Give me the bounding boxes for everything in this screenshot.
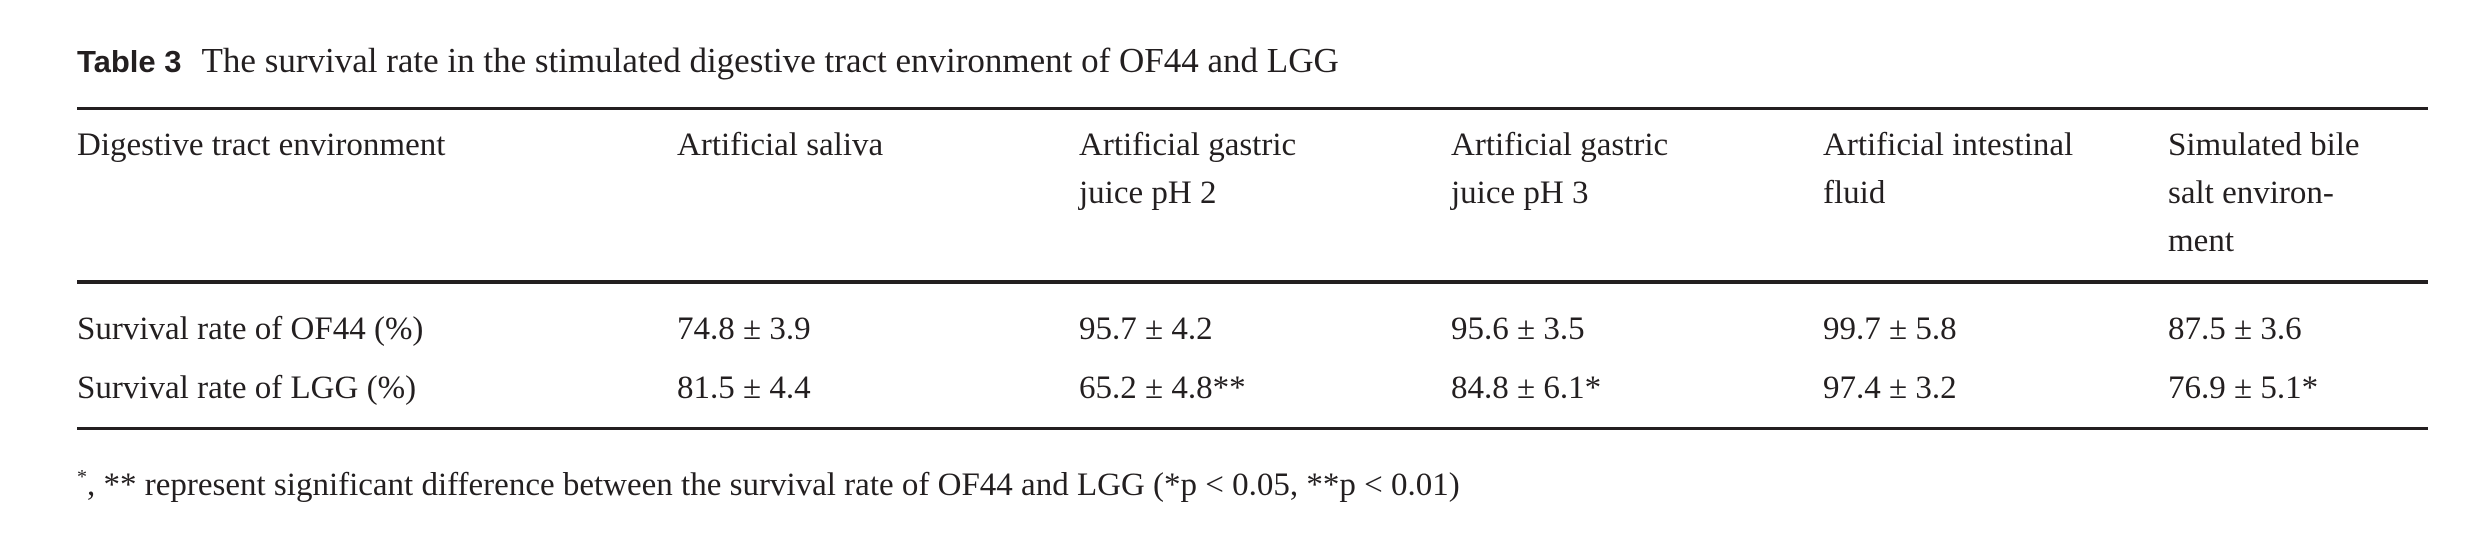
cell: 95.6 ± 3.5 [1451, 311, 1585, 347]
header-cell: Simulated bile [2168, 127, 2360, 163]
cell: 97.4 ± 3.2 [1823, 370, 1957, 406]
cell: 95.7 ± 4.2 [1079, 311, 1213, 347]
table-caption: The survival rate in the stimulated dige… [201, 41, 1339, 80]
cell: Survival rate of OF44 (%) [77, 311, 424, 347]
header-cell: juice pH 2 [1079, 175, 1217, 211]
header-cell: salt environ- [2168, 175, 2334, 211]
table-title: Table 3 The survival rate in the stimulat… [77, 37, 1339, 86]
footnote-mark: * [77, 466, 87, 488]
header-cell: Artificial gastric [1079, 127, 1297, 163]
cell: 65.2 ± 4.8** [1079, 370, 1246, 406]
header-cell: Artificial saliva [677, 127, 884, 163]
cell: 81.5 ± 4.4 [677, 370, 811, 406]
top-rule [77, 107, 2428, 110]
header-cell: Artificial gastric [1451, 127, 1669, 163]
cell: 74.8 ± 3.9 [677, 311, 811, 347]
header-cell: ment [2168, 223, 2234, 259]
cell: 87.5 ± 3.6 [2168, 311, 2302, 347]
cell: Survival rate of LGG (%) [77, 370, 417, 406]
mid-rule [77, 280, 2428, 284]
bottom-rule [77, 427, 2428, 430]
cell: 99.7 ± 5.8 [1823, 311, 1957, 347]
header-cell: Digestive tract environment [77, 127, 446, 163]
header-cell: juice pH 3 [1451, 175, 1589, 211]
header-cell: fluid [1823, 175, 1886, 211]
footnote-text: , ** represent significant difference be… [87, 467, 1460, 503]
table-label: Table 3 [77, 44, 182, 79]
header-cell: Artificial intestinal [1823, 127, 2074, 163]
footnote: *, ** represent significant difference b… [77, 453, 1460, 509]
cell: 84.8 ± 6.1* [1451, 370, 1602, 406]
cell: 76.9 ± 5.1* [2168, 370, 2319, 406]
